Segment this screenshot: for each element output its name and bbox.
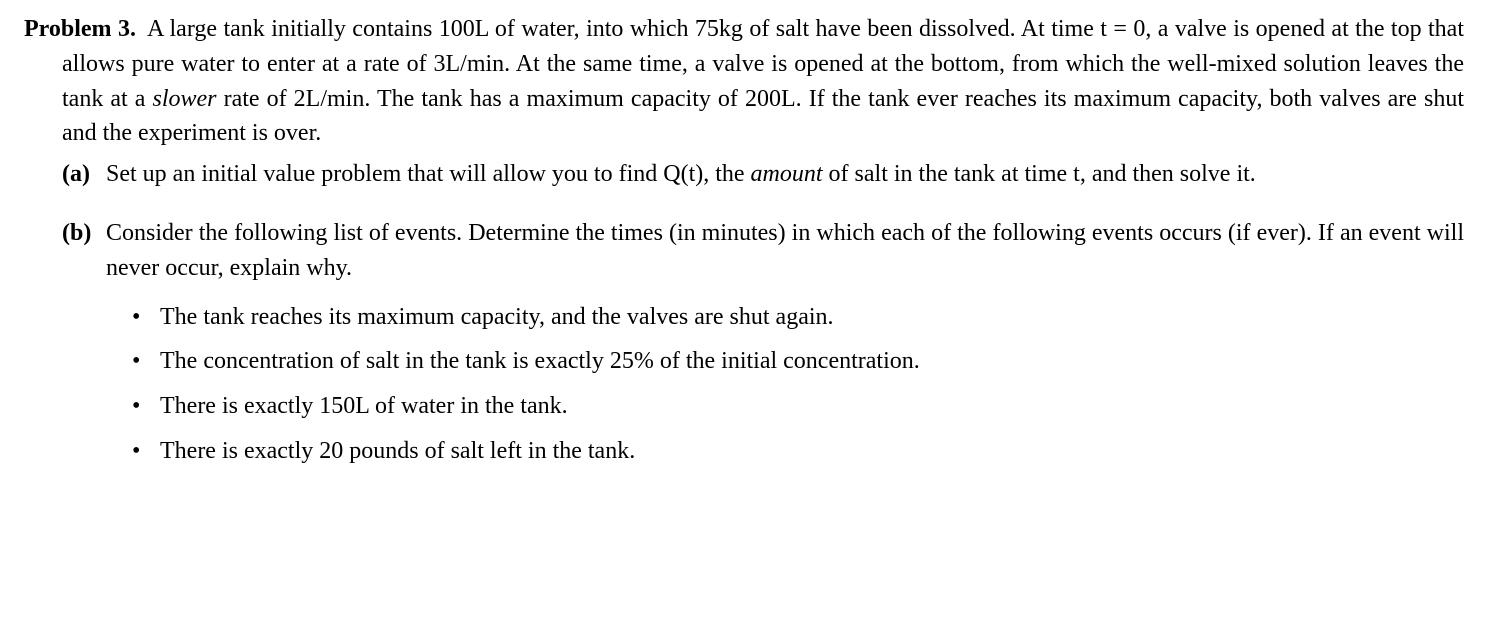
part-b-label: (b) — [62, 216, 106, 251]
list-item: The tank reaches its maximum capacity, a… — [132, 300, 1464, 335]
list-item: There is exactly 150L of water in the ta… — [132, 389, 1464, 424]
problem-text-italic: slower — [153, 86, 217, 112]
part-a-text: Set up an initial value problem that wil… — [106, 157, 1464, 192]
part-b-bullets: The tank reaches its maximum capacity, a… — [24, 300, 1464, 469]
page: Problem 3. A large tank initially contai… — [0, 0, 1488, 503]
part-a: (a) Set up an initial value problem that… — [24, 157, 1464, 192]
part-a-text-italic: amount — [751, 161, 823, 187]
part-a-text-head: Set up an initial value problem that wil… — [106, 161, 751, 187]
part-b-label-bold: (b) — [62, 220, 91, 246]
list-item: There is exactly 20 pounds of salt left … — [132, 434, 1464, 469]
list-item: The concentration of salt in the tank is… — [132, 344, 1464, 379]
part-b: (b) Consider the following list of event… — [24, 216, 1464, 286]
problem-statement: Problem 3. A large tank initially contai… — [24, 12, 1464, 151]
problem-label: Problem 3. — [24, 16, 142, 42]
part-a-label: (a) — [62, 157, 106, 192]
part-a-text-tail: of salt in the tank at time t, and then … — [823, 161, 1256, 187]
part-a-label-bold: (a) — [62, 161, 90, 187]
part-b-text: Consider the following list of events. D… — [106, 216, 1464, 286]
problem-text-tail: rate of 2L/min. The tank has a maximum c… — [62, 86, 1464, 147]
